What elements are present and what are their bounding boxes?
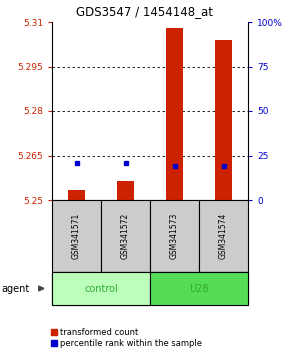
Text: control: control <box>84 284 118 293</box>
Bar <box>215 40 232 200</box>
Text: GSM341572: GSM341572 <box>121 213 130 259</box>
Text: agent: agent <box>1 284 30 293</box>
Bar <box>117 181 134 200</box>
Bar <box>150 200 199 272</box>
Text: GSM341574: GSM341574 <box>219 213 228 259</box>
Bar <box>52 272 150 305</box>
Bar <box>166 28 183 200</box>
Bar <box>150 272 248 305</box>
Text: GDS3547 / 1454148_at: GDS3547 / 1454148_at <box>77 5 213 18</box>
Legend: transformed count, percentile rank within the sample: transformed count, percentile rank withi… <box>50 328 202 348</box>
Text: GSM341573: GSM341573 <box>170 213 179 259</box>
Text: U28: U28 <box>189 284 209 293</box>
Text: GSM341571: GSM341571 <box>72 213 81 259</box>
Bar <box>199 200 248 272</box>
Bar <box>68 190 85 200</box>
Bar <box>101 200 150 272</box>
Bar <box>52 200 101 272</box>
